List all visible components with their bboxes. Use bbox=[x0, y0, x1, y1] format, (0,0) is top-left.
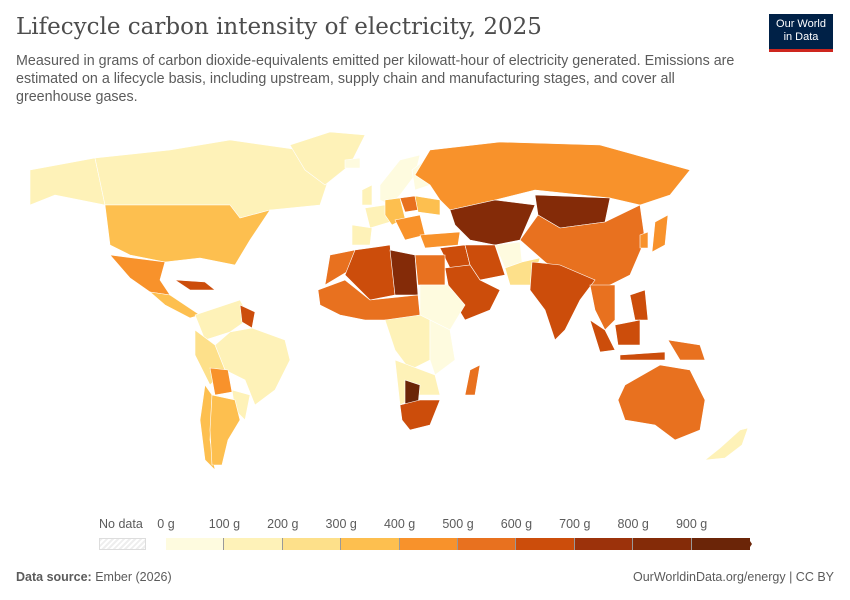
region-turkey[interactable] bbox=[419, 231, 461, 249]
region-iberia[interactable] bbox=[351, 224, 373, 246]
source-label: Data source: bbox=[16, 570, 92, 584]
region-new-zealand[interactable] bbox=[704, 427, 749, 461]
region-caribbean[interactable] bbox=[173, 279, 216, 291]
region-madagascar[interactable] bbox=[464, 364, 481, 396]
region-alaska[interactable] bbox=[29, 157, 106, 206]
legend-bin[interactable] bbox=[691, 538, 750, 550]
region-indonesia[interactable] bbox=[589, 319, 666, 361]
region-uk-france[interactable] bbox=[361, 184, 391, 229]
world-map bbox=[29, 131, 749, 471]
region-korea-japan[interactable] bbox=[639, 214, 669, 253]
legend-bin[interactable] bbox=[399, 538, 458, 550]
source-text[interactable]: Ember (2026) bbox=[95, 570, 172, 584]
legend-bin[interactable] bbox=[341, 538, 400, 550]
region-algeria[interactable] bbox=[344, 244, 396, 301]
legend: No data 0 g 100 g 200 g 300 g 400 g 500 g 600 … bbox=[0, 515, 850, 555]
legend-tick-label: 200 g bbox=[267, 517, 299, 531]
legend-tick-label: 900 g bbox=[675, 517, 708, 531]
legend-bin[interactable] bbox=[574, 538, 634, 550]
region-guyana[interactable] bbox=[239, 304, 256, 329]
footer-link[interactable]: OurWorldinData.org/energy | CC BY bbox=[632, 570, 834, 584]
legend-tick-label: 0 g bbox=[157, 517, 175, 531]
legend-arrow-icon bbox=[744, 538, 752, 550]
region-central-africa[interactable] bbox=[384, 314, 431, 371]
legend-no-data-swatch[interactable] bbox=[99, 538, 146, 550]
chart-subtitle: Measured in grams of carbon dioxide-equi… bbox=[16, 53, 735, 105]
legend-bin[interactable] bbox=[633, 538, 692, 550]
legend-no-data-label: No data bbox=[99, 517, 143, 531]
region-scandinavia[interactable] bbox=[344, 154, 421, 206]
legend-bin[interactable] bbox=[516, 538, 575, 550]
data-source: Data source: Ember (2026) bbox=[16, 570, 172, 584]
legend-bin[interactable] bbox=[224, 538, 283, 550]
region-east-africa[interactable] bbox=[429, 319, 456, 376]
region-egypt[interactable] bbox=[414, 254, 446, 286]
legend-bin[interactable] bbox=[166, 538, 225, 550]
owid-logo[interactable]: Our World in Data bbox=[769, 14, 833, 52]
region-colombia-venezuela[interactable] bbox=[194, 299, 251, 341]
region-libya[interactable] bbox=[389, 249, 419, 296]
region-ukraine[interactable] bbox=[414, 195, 441, 216]
legend-bin[interactable] bbox=[458, 538, 517, 550]
region-papua[interactable] bbox=[667, 339, 706, 361]
logo-line2: in Data bbox=[783, 31, 819, 43]
region-india[interactable] bbox=[529, 261, 596, 341]
logo-line1: Our World bbox=[776, 18, 826, 30]
region-southeast-asia[interactable] bbox=[589, 284, 616, 331]
region-iran[interactable] bbox=[464, 244, 506, 281]
legend-bin[interactable] bbox=[282, 538, 342, 550]
legend-tick-label: 600 g bbox=[500, 517, 533, 531]
region-central-asia[interactable] bbox=[449, 199, 536, 246]
chart-title: Lifecycle carbon intensity of electricit… bbox=[16, 14, 542, 40]
region-brazil[interactable] bbox=[214, 327, 291, 406]
region-usa[interactable] bbox=[104, 204, 271, 266]
legend-tick-label: 300 g bbox=[325, 517, 357, 531]
region-south-africa[interactable] bbox=[399, 399, 441, 431]
region-philippines[interactable] bbox=[629, 289, 649, 321]
region-argentina[interactable] bbox=[209, 394, 241, 466]
legend-tick-label: 500 g bbox=[442, 517, 474, 531]
legend-tick-label: 100 g bbox=[208, 517, 241, 531]
legend-tick-label: 700 g bbox=[559, 517, 591, 531]
region-central-america[interactable] bbox=[149, 291, 201, 319]
region-russia[interactable] bbox=[414, 141, 691, 211]
region-australia[interactable] bbox=[617, 364, 706, 441]
legend-tick-label: 800 g bbox=[617, 517, 649, 531]
legend-tick-label: 400 g bbox=[383, 517, 416, 531]
